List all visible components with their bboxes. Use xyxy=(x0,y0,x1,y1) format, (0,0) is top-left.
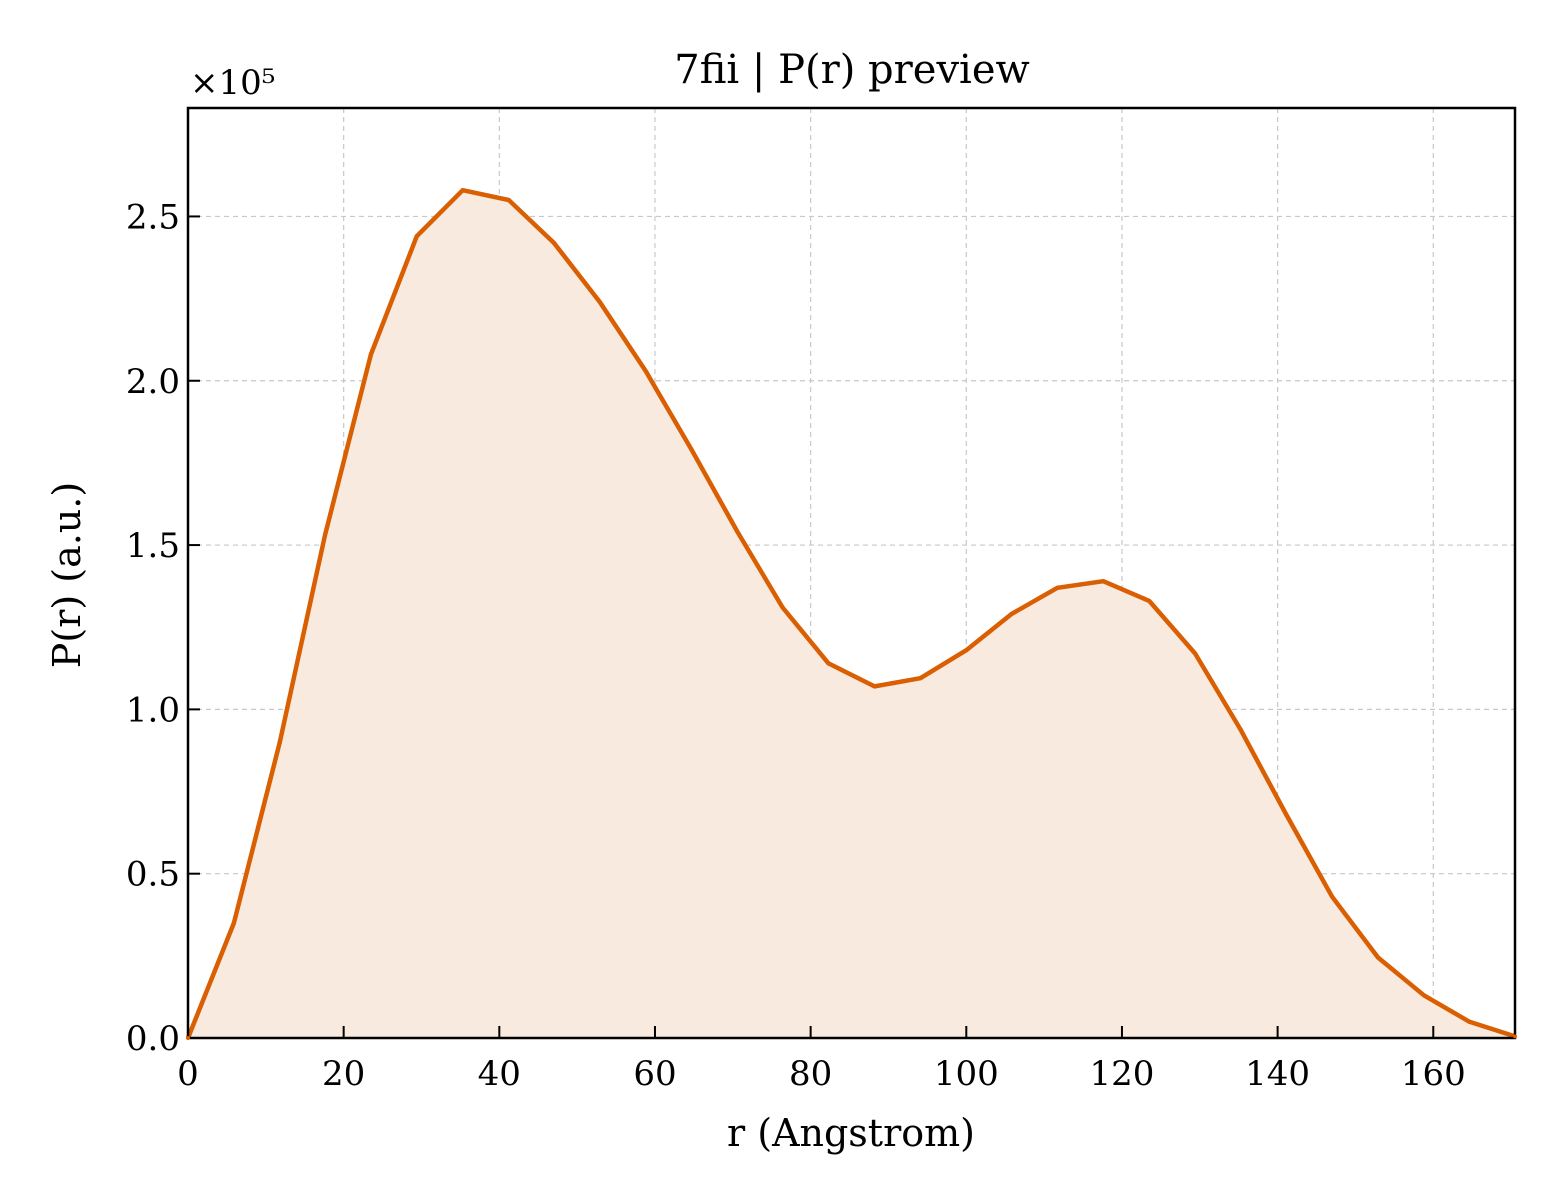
x-tick-label: 40 xyxy=(478,1054,521,1094)
y-tick-label: 2.0 xyxy=(126,362,180,402)
x-axis-label: r (Angstrom) xyxy=(727,1111,975,1155)
data-point xyxy=(460,188,465,193)
x-tick-label: 20 xyxy=(322,1054,365,1094)
y-axis-offset-label: ×10⁵ xyxy=(190,63,275,103)
y-tick-label: 1.5 xyxy=(126,526,180,566)
data-point xyxy=(918,676,923,681)
series-line xyxy=(185,187,1516,1039)
x-tick-label: 60 xyxy=(633,1054,676,1094)
data-point xyxy=(597,299,602,304)
y-tick-label: 0.0 xyxy=(126,1019,180,1059)
data-point xyxy=(1284,812,1289,817)
x-tick-label: 120 xyxy=(1090,1054,1155,1094)
data-point xyxy=(1147,598,1152,603)
data-point xyxy=(1421,993,1426,998)
data-point xyxy=(368,352,373,357)
data-point xyxy=(1193,651,1198,656)
data-point xyxy=(506,198,511,202)
data-point xyxy=(1101,579,1106,584)
data-point xyxy=(643,368,648,373)
data-point xyxy=(1055,585,1060,590)
data-point xyxy=(414,234,419,239)
y-tick-label: 1.0 xyxy=(126,690,180,730)
x-tick-label: 100 xyxy=(934,1054,999,1094)
data-point xyxy=(872,684,877,689)
data-point xyxy=(735,529,740,534)
x-tick-label: 140 xyxy=(1245,1054,1310,1094)
x-tick-label: 80 xyxy=(789,1054,832,1094)
data-point xyxy=(186,1036,190,1040)
chart-title: 7fii | P(r) preview xyxy=(674,47,1030,93)
x-tick-label: 160 xyxy=(1401,1054,1466,1094)
axis-ticks: 0 20 40 60 80 100 120 140 160 0.0 0.5 1.0 1.5 2.0 2.5 xyxy=(126,197,1466,1094)
data-point xyxy=(1238,727,1243,732)
data-point xyxy=(1009,612,1014,617)
data-point xyxy=(826,661,831,666)
data-point xyxy=(1467,1019,1472,1024)
y-axis-label: P(r) (a.u.) xyxy=(45,482,89,668)
data-point xyxy=(551,240,556,245)
data-point xyxy=(1513,1034,1517,1039)
data-point xyxy=(323,533,327,538)
area-fill xyxy=(188,190,1515,1038)
data-point xyxy=(1376,955,1380,960)
data-point xyxy=(689,447,694,452)
x-tick-label: 0 xyxy=(177,1054,199,1094)
data-point xyxy=(277,740,282,745)
data-point xyxy=(231,921,236,925)
data-point xyxy=(964,648,969,653)
plot-frame xyxy=(186,106,1517,1040)
data-point xyxy=(1330,894,1335,899)
y-tick-label: 0.5 xyxy=(126,855,180,895)
y-tick-label: 2.5 xyxy=(126,197,180,237)
data-point xyxy=(780,605,785,610)
